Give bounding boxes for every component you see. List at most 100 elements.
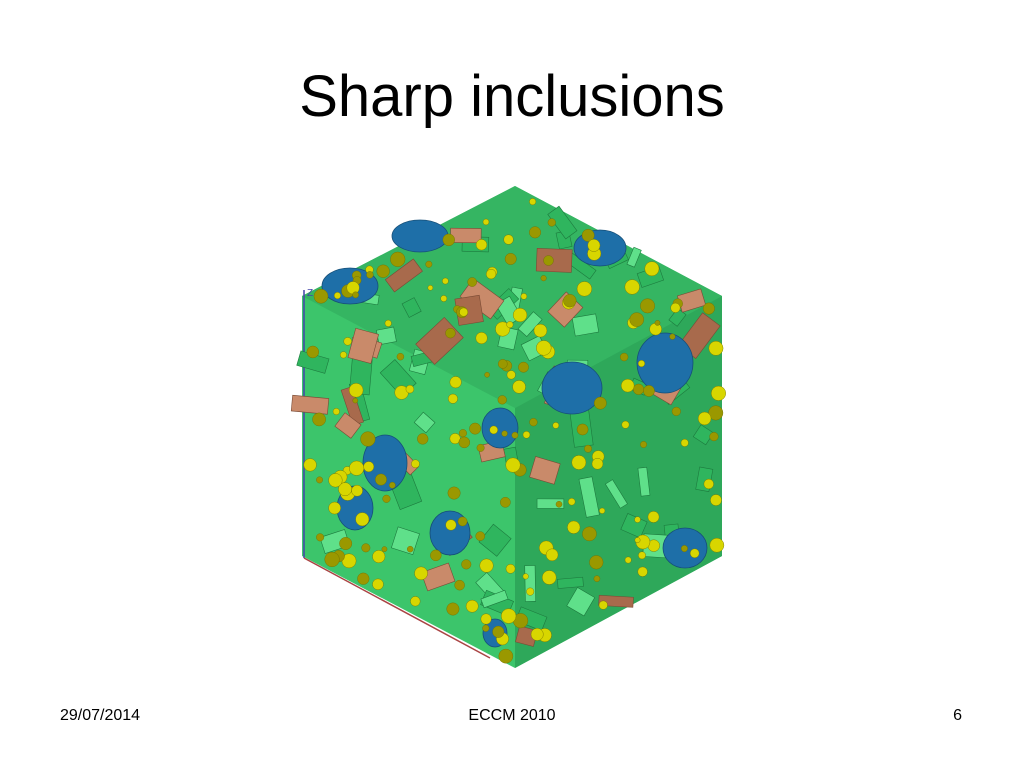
yellow-inclusion [563,294,577,308]
yellow-inclusion [567,520,581,534]
yellow-inclusion [475,239,488,251]
yellow-inclusion [384,319,392,327]
yellow-inclusion [506,370,516,380]
yellow-inclusion [629,312,644,327]
yellow-inclusion [375,473,387,486]
yellow-inclusion [485,269,497,280]
yellow-inclusion [312,412,326,427]
yellow-inclusion [480,613,492,625]
yellow-inclusion [593,575,601,582]
yellow-inclusion [522,431,531,439]
footer-date: 29/07/2014 [60,707,141,724]
yellow-inclusion [708,340,724,356]
copper-inclusion [334,412,362,439]
yellow-inclusion [576,423,589,436]
yellow-inclusion [533,323,548,338]
yellow-inclusion [697,411,712,426]
yellow-inclusion [458,436,470,449]
yellow-inclusion [372,550,386,564]
yellow-inclusion [352,291,359,299]
yellow-inclusion [536,340,552,356]
yellow-inclusion [624,279,640,295]
yellow-inclusion [708,405,724,421]
yellow-inclusion [355,512,370,527]
copper-inclusion [420,562,456,592]
yellow-inclusion [543,255,554,266]
yellow-inclusion [633,383,645,395]
green-inclusion [637,466,651,497]
yellow-inclusion [497,395,507,405]
slide-title: Sharp inclusions [299,64,725,129]
yellow-inclusion [445,328,456,339]
yellow-inclusion [587,239,601,252]
yellow-inclusion [303,458,317,472]
yellow-inclusion [702,302,715,315]
green-inclusion [557,576,584,589]
inclusions-cube-render: Z [290,186,726,668]
blue-inclusion [636,332,694,394]
copper-inclusion [384,258,423,293]
copper-inclusion [450,227,482,244]
footer-page-number: 6 [953,707,962,724]
yellow-inclusion [511,431,519,439]
yellow-inclusion [621,420,630,429]
yellow-inclusion [530,628,544,641]
yellow-inclusion [512,307,528,323]
yellow-inclusion [501,608,517,624]
green-inclusion [578,476,600,518]
particles-group [290,198,726,664]
green-inclusion [413,411,436,434]
yellow-inclusion [644,261,660,277]
yellow-inclusion [689,548,700,558]
blue-inclusion [391,219,449,253]
yellow-inclusion [411,459,420,469]
yellow-inclusion [624,556,632,564]
yellow-inclusion [343,337,352,346]
yellow-inclusion [529,198,537,206]
yellow-inclusion [598,600,608,610]
yellow-inclusion [459,307,469,317]
yellow-inclusion [430,549,442,561]
yellow-inclusion [447,393,458,404]
yellow-inclusion [680,438,689,447]
yellow-inclusion [425,260,433,268]
yellow-inclusion [454,579,465,591]
yellow-inclusion [669,333,676,340]
yellow-inclusion [505,457,521,473]
yellow-inclusion [710,494,722,506]
yellow-inclusion [518,361,529,373]
yellow-inclusion [446,602,460,616]
yellow-inclusion [591,458,604,470]
yellow-inclusion [417,433,429,445]
yellow-inclusion [306,345,319,359]
yellow-inclusion [382,494,391,503]
yellow-inclusion [381,546,388,552]
yellow-inclusion [520,293,528,300]
yellow-inclusion [447,486,461,500]
yellow-inclusion [503,234,514,245]
yellow-inclusion [640,298,655,314]
yellow-inclusion [634,516,641,523]
yellow-inclusion [442,277,449,285]
yellow-inclusion [552,422,560,429]
green-inclusion [604,479,628,509]
yellow-inclusion [589,555,604,570]
yellow-inclusion [334,292,341,300]
yellow-inclusion [703,478,714,490]
yellow-inclusion [465,599,479,613]
yellow-inclusion [484,372,490,378]
green-inclusion [692,424,714,446]
yellow-inclusion [619,352,629,362]
yellow-inclusion [440,295,448,302]
yellow-inclusion [390,251,406,267]
yellow-inclusion [680,545,688,552]
green-inclusion [547,205,578,240]
yellow-inclusion [637,360,645,368]
yellow-inclusion [643,385,655,397]
yellow-inclusion [505,563,516,574]
yellow-inclusion [479,558,494,573]
footer-conference: ECCM 2010 [468,707,556,724]
yellow-inclusion [547,218,556,227]
yellow-inclusion [476,443,485,452]
copper-inclusion [290,394,330,415]
